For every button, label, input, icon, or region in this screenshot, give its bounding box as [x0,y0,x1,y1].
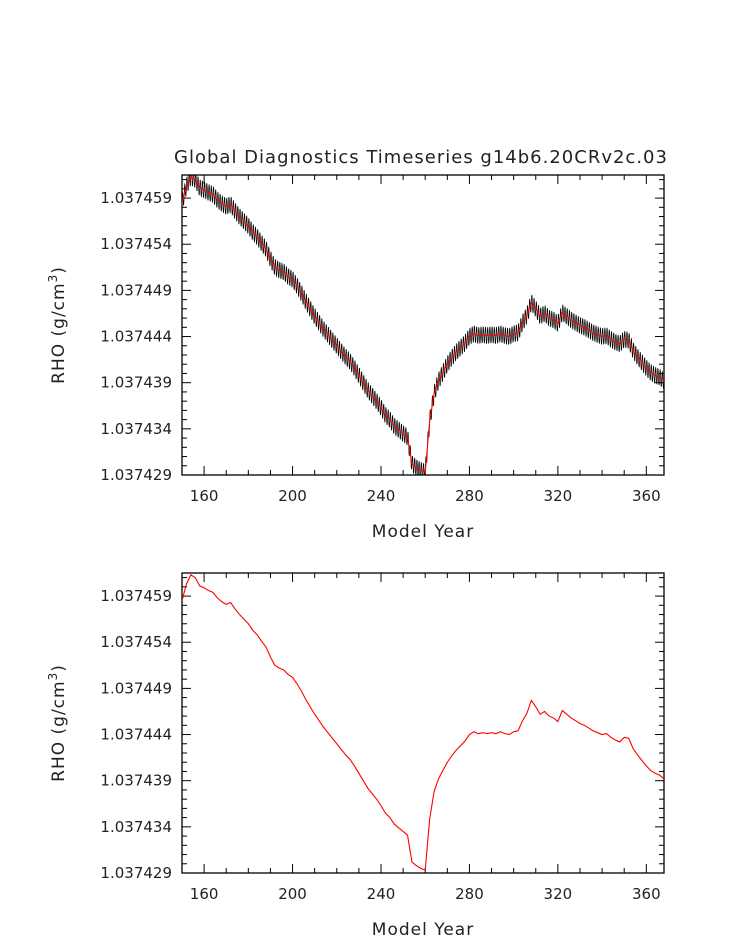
y-tick-label: 1.037459 [100,587,172,605]
y-tick-label: 1.037434 [100,818,172,836]
y-tick-label: 1.037434 [100,420,172,438]
x-tick-label: 160 [190,885,219,903]
y-tick-label: 1.037459 [100,189,172,207]
y-tick-label: 1.037444 [100,328,172,346]
y-tick-label: 1.037454 [100,235,172,253]
x-tick-label: 280 [455,487,484,505]
chart-title: Global Diagnostics Timeseries g14b6.20CR… [174,147,668,168]
x-tick-label: 320 [544,885,573,903]
y-axis-title: RHO (g/cm3) [46,266,69,384]
x-tick-label: 320 [544,487,573,505]
annual-mean-series-line [182,176,664,474]
y-axis-title: RHO (g/cm3) [46,664,69,782]
monthly-series-line [182,175,664,475]
x-tick-label: 360 [632,885,661,903]
y-tick-label: 1.037439 [100,772,172,790]
x-tick-label: 280 [455,885,484,903]
x-axis-title: Model Year [372,522,474,542]
x-axis-title: Model Year [372,920,474,940]
y-tick-label: 1.037444 [100,726,172,744]
y-tick-label: 1.037454 [100,633,172,651]
plot-frame [181,572,665,874]
x-tick-label: 240 [367,885,396,903]
x-tick-label: 240 [367,487,396,505]
y-tick-label: 1.037429 [100,864,172,882]
x-tick-label: 200 [278,885,307,903]
x-tick-label: 200 [278,487,307,505]
y-tick-label: 1.037449 [100,679,172,697]
annual-mean-series-line [182,574,664,872]
y-tick-label: 1.037429 [100,466,172,484]
x-tick-label: 160 [190,487,219,505]
y-tick-label: 1.037439 [100,374,172,392]
y-tick-label: 1.037449 [100,281,172,299]
top-panel: 160 200 240 280 320 360 1.037429 1.037434 1.0374… [46,174,665,542]
x-tick-label: 360 [632,487,661,505]
bottom-panel: 160 200 240 280 320 360 1.037429 1.037434 1.0374… [46,572,665,940]
